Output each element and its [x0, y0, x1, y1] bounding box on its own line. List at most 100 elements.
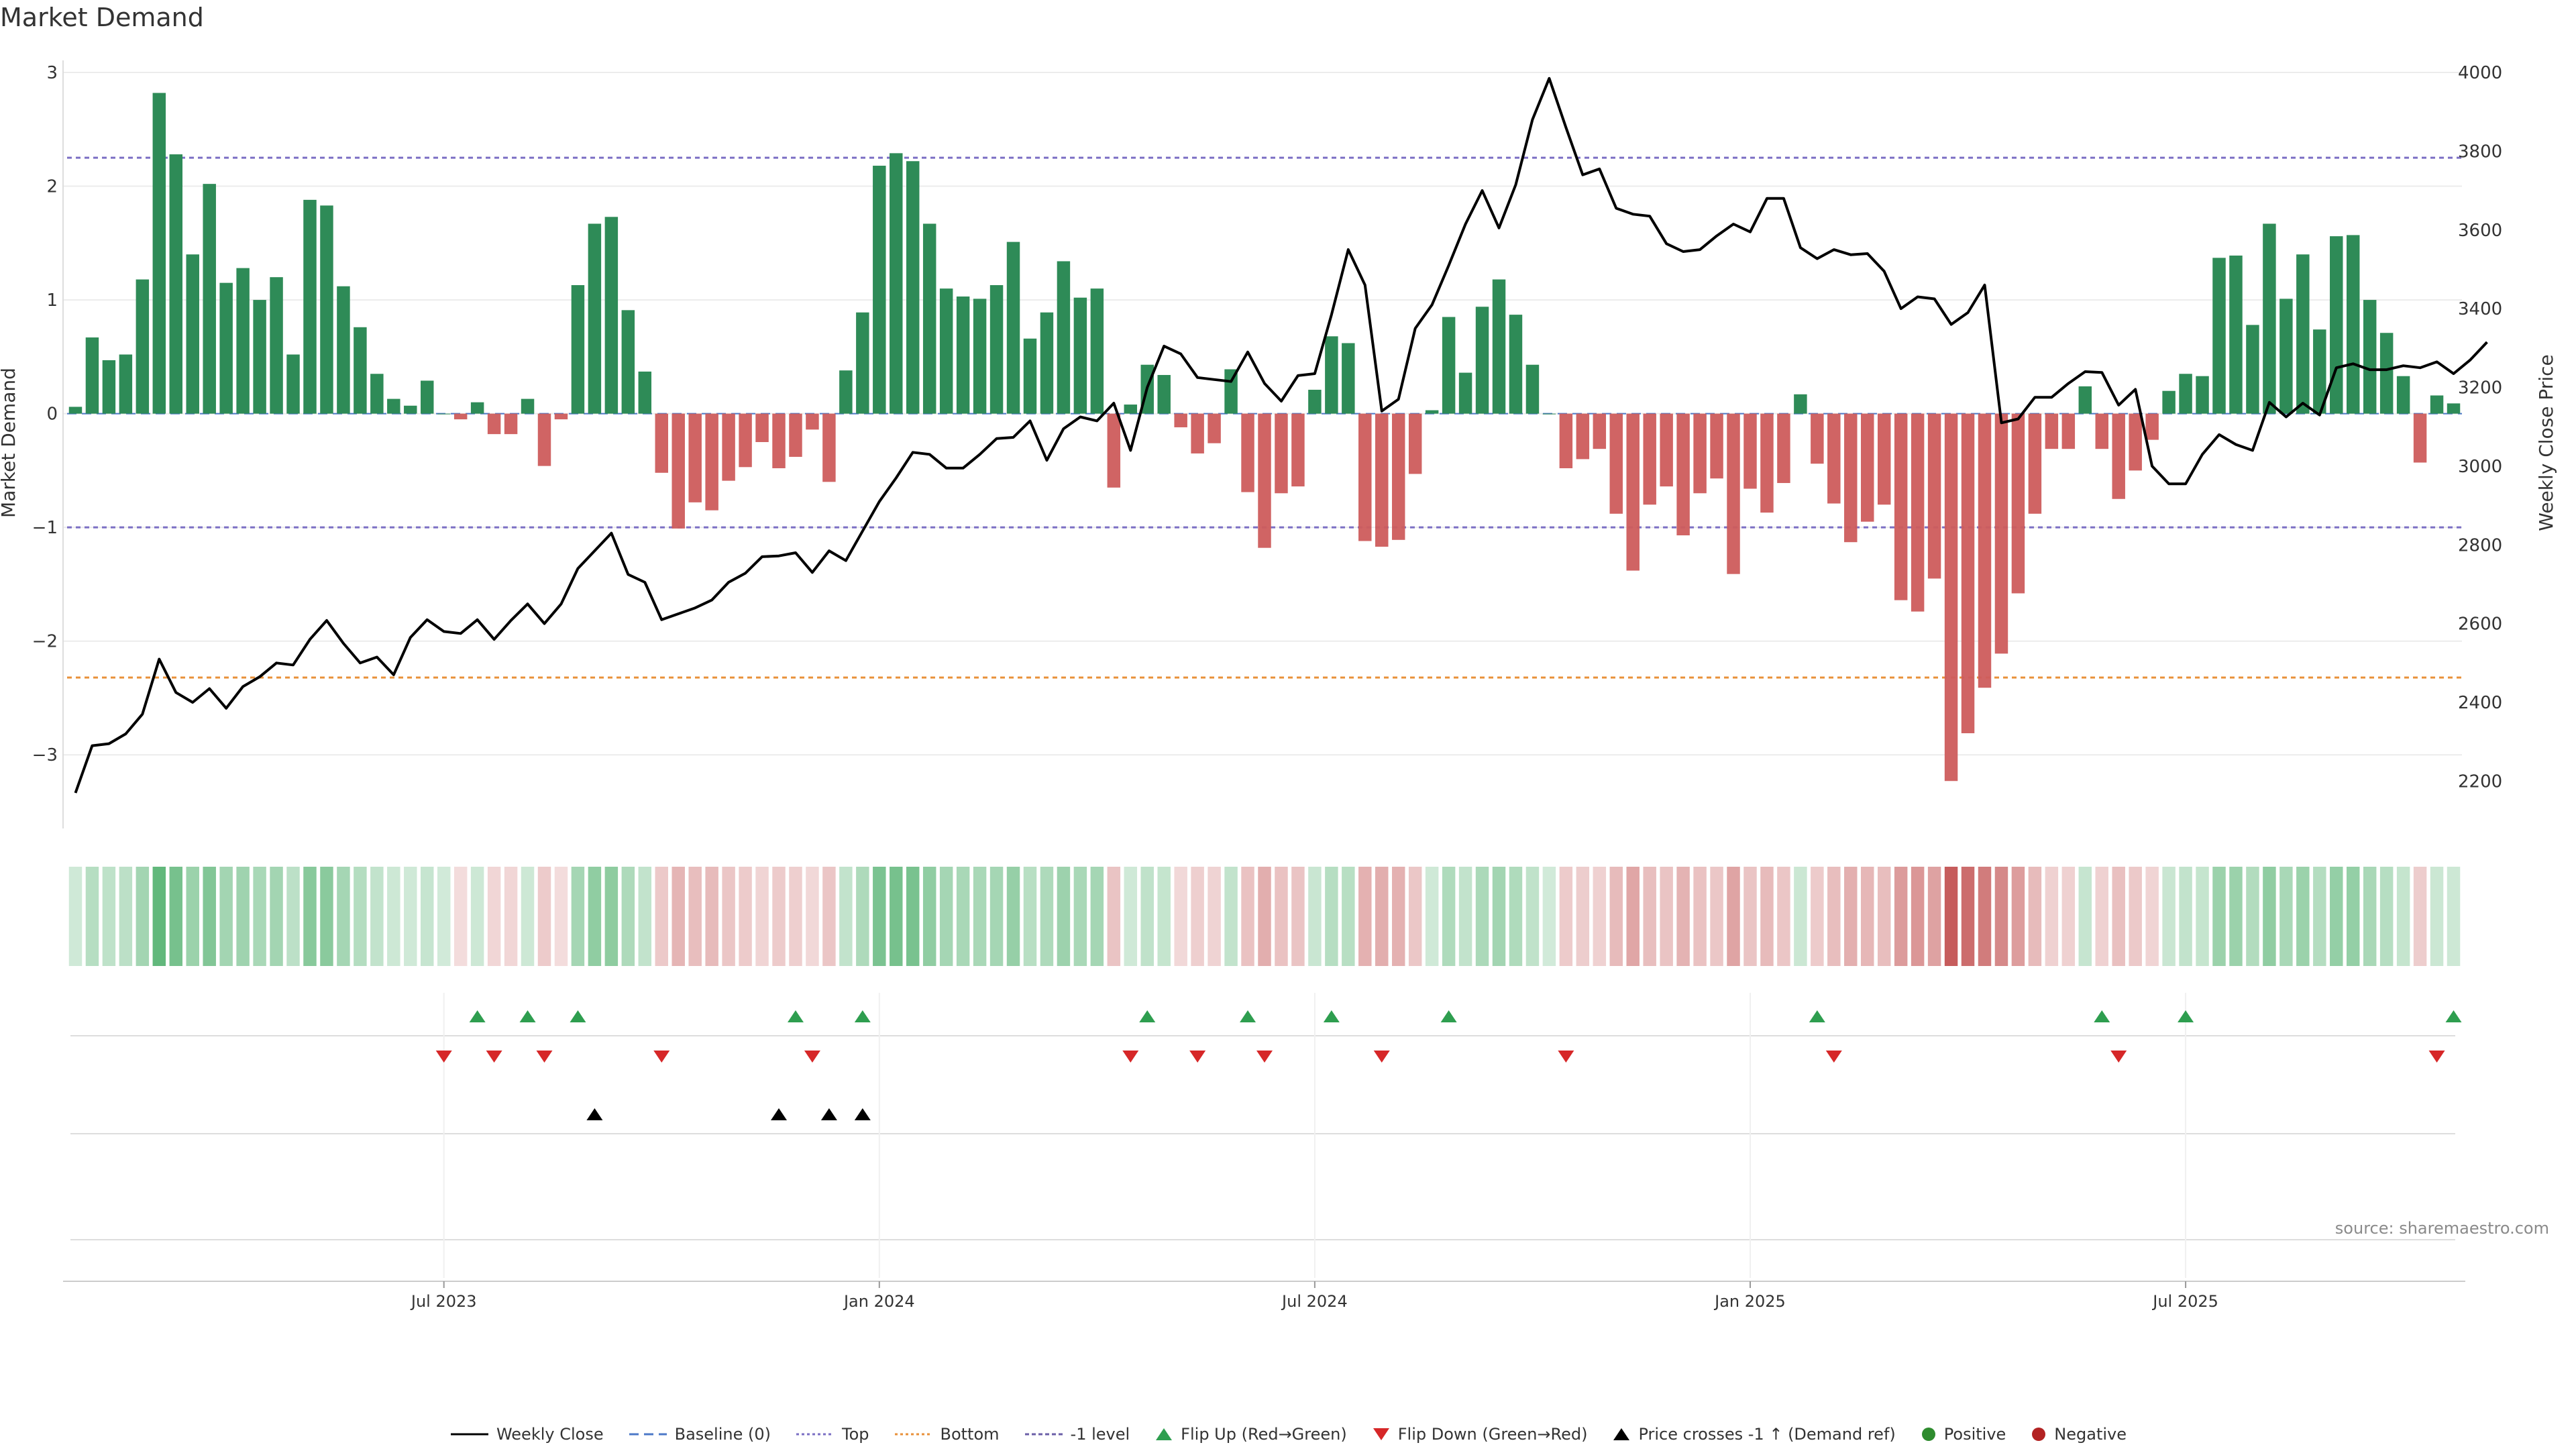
circle-icon: [1921, 1428, 1935, 1441]
heat-cell: [1107, 867, 1121, 966]
heat-cell: [2045, 867, 2059, 966]
demand-bar: [2095, 413, 2108, 449]
flip-down-marker: [2110, 1051, 2127, 1063]
demand-bar: [554, 413, 568, 420]
demand-bar: [2296, 254, 2310, 414]
heat-cell: [1140, 867, 1154, 966]
demand-bar: [1559, 413, 1573, 468]
heat-cell: [404, 867, 417, 966]
y-left-tick-label: 0: [46, 405, 58, 425]
flip-up-marker: [519, 1010, 536, 1022]
heat-cell: [470, 867, 484, 966]
triangle-up-icon: [1613, 1428, 1630, 1440]
heat-cell: [504, 867, 518, 966]
heat-cell: [2413, 867, 2427, 966]
heat-cell: [136, 867, 150, 966]
demand-bar: [1492, 279, 1506, 414]
demand-bar: [2045, 413, 2059, 449]
heat-cell: [672, 867, 685, 966]
heat-cell: [2279, 867, 2293, 966]
demand-bar: [755, 413, 769, 442]
legend-flip-up: Flip Up (Red→Green): [1154, 1425, 1347, 1444]
heat-cell: [806, 867, 819, 966]
chart-legend: Weekly Close Baseline (0) Top Bottom -1 …: [0, 1425, 2576, 1444]
demand-bar: [1760, 413, 1774, 513]
heat-cell: [2330, 867, 2343, 966]
heat-cell: [1794, 867, 1807, 966]
demand-bar: [1057, 261, 1071, 414]
heat-cell: [85, 867, 99, 966]
heat-cell: [1174, 867, 1187, 966]
heat-cell: [2129, 867, 2142, 966]
demand-bar: [2447, 403, 2461, 414]
heat-cell: [2162, 867, 2176, 966]
heat-cell: [2061, 867, 2076, 966]
legend-positive: Positive: [1920, 1425, 2006, 1444]
y-right-tick-label: 3600: [2458, 221, 2502, 241]
heat-cell: [320, 867, 333, 966]
heat-cell: [2229, 867, 2243, 966]
demand-bar: [1040, 312, 1054, 414]
demand-bar: [1743, 413, 1757, 489]
heat-cell: [1559, 867, 1573, 966]
demand-bar: [437, 413, 451, 415]
legend-baseline: Baseline (0): [628, 1425, 771, 1444]
demand-bar: [470, 402, 484, 414]
heat-cell: [1191, 867, 1204, 966]
flip-down-marker: [804, 1051, 820, 1063]
heat-cell: [253, 867, 266, 966]
demand-bar: [2396, 376, 2410, 414]
demand-bar: [1643, 413, 1656, 505]
legend-flip-down: Flip Down (Green→Red): [1371, 1425, 1588, 1444]
legend-minus-one: -1 level: [1024, 1425, 1130, 1444]
demand-bar: [421, 380, 434, 414]
x-tick-label: Jan 2024: [843, 1292, 915, 1311]
legend-label: Positive: [1943, 1425, 2006, 1444]
legend-label: Flip Down (Green→Red): [1397, 1425, 1588, 1444]
heat-cell: [739, 867, 752, 966]
demand-bar: [1894, 413, 1908, 600]
heat-cell: [1576, 867, 1590, 966]
flip-down-marker: [653, 1051, 670, 1063]
demand-bar: [655, 413, 668, 473]
flip-down-marker: [2428, 1051, 2445, 1063]
demand-bar: [922, 223, 936, 414]
heat-cell: [973, 867, 987, 966]
heat-cell: [1475, 867, 1489, 966]
chart-title: Market Demand: [0, 3, 204, 32]
demand-bar: [890, 153, 903, 414]
heat-cell: [1894, 867, 1908, 966]
heat-cell: [906, 867, 920, 966]
flip-up-marker: [1323, 1010, 1340, 1022]
heat-cell: [421, 867, 434, 966]
heat-cell: [1224, 867, 1238, 966]
heat-cell: [1643, 867, 1656, 966]
flip-down-marker: [1122, 1051, 1139, 1063]
demand-bar: [621, 310, 635, 414]
heat-cell: [839, 867, 853, 966]
legend-label: -1 level: [1070, 1425, 1130, 1444]
demand-bar: [1191, 413, 1204, 453]
flip-up-marker: [854, 1010, 871, 1022]
flip-down-marker: [1256, 1051, 1273, 1063]
demand-bar: [1626, 413, 1640, 571]
x-tick-label: Jul 2024: [1281, 1292, 1348, 1311]
heat-cell: [1358, 867, 1372, 966]
demand-bar: [102, 360, 116, 414]
y-left-tick-label: −1: [32, 518, 58, 538]
demand-bar: [1090, 288, 1104, 414]
legend-label: Price crosses -1 ↑ (Demand ref): [1638, 1425, 1896, 1444]
demand-bar: [2129, 413, 2142, 471]
demand-bar: [2011, 413, 2025, 594]
heat-cell: [68, 867, 83, 966]
legend-dotted-line-icon: [894, 1433, 932, 1436]
heat-cell: [1408, 867, 1422, 966]
heat-cell: [1325, 867, 1338, 966]
signal-panels: [70, 993, 2462, 1278]
y-right-tick-label: 2800: [2458, 535, 2502, 555]
heat-cell: [1961, 867, 1975, 966]
heat-cell: [203, 867, 216, 966]
legend-negative: Negative: [2030, 1425, 2127, 1444]
demand-bar: [2179, 374, 2192, 414]
demand-bar: [537, 413, 551, 466]
